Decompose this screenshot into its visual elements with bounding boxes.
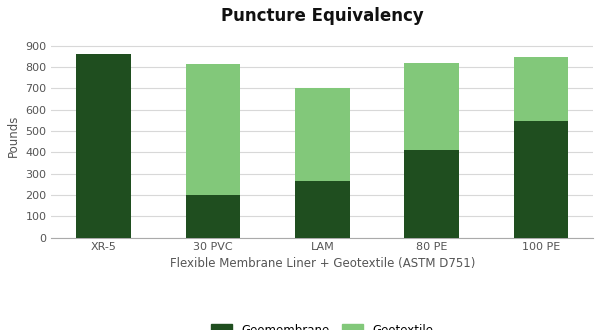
Title: Puncture Equivalency: Puncture Equivalency [221,7,424,25]
Bar [295,181,350,238]
Bar [76,54,131,238]
Bar [185,64,240,195]
X-axis label: Flexible Membrane Liner + Geotextile (ASTM D751): Flexible Membrane Liner + Geotextile (AS… [170,257,475,270]
Y-axis label: Pounds: Pounds [7,115,20,157]
Bar [404,150,459,238]
Bar [295,88,350,181]
Bar [514,121,568,238]
Bar [404,63,459,150]
Legend: Geomembrane, Geotextile: Geomembrane, Geotextile [211,324,433,330]
Bar [185,195,240,238]
Bar [514,57,568,121]
